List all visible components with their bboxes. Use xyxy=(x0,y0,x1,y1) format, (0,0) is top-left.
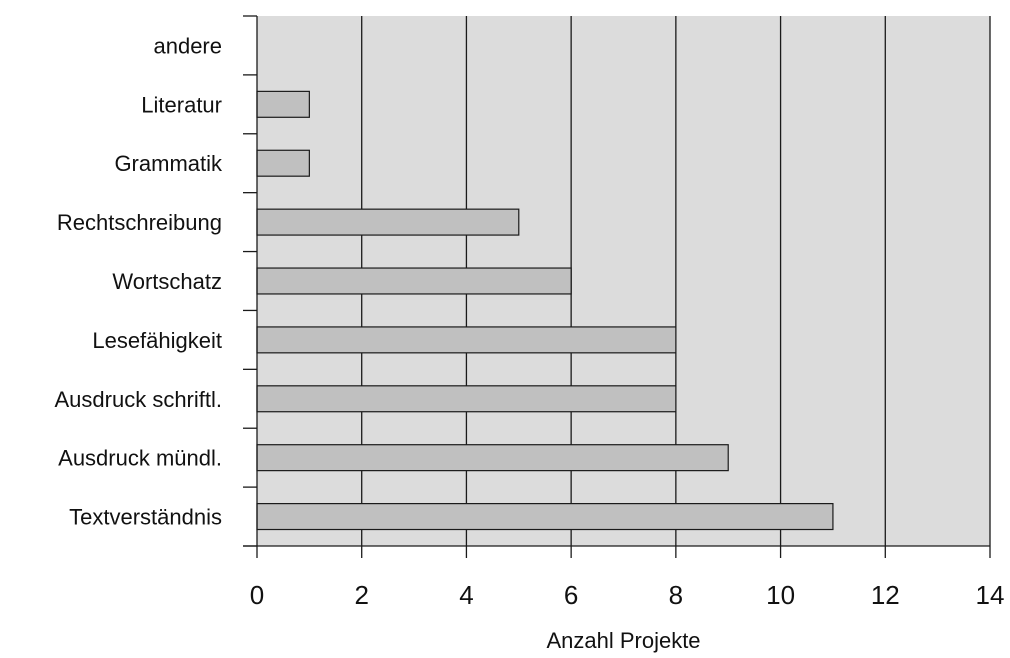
bar-6 xyxy=(256,385,677,413)
bar-8 xyxy=(256,503,834,531)
x-tick-label-4: 4 xyxy=(459,580,473,610)
bars xyxy=(256,90,834,531)
x-tick-label-2: 2 xyxy=(354,580,368,610)
category-label-6: Ausdruck schriftl. xyxy=(55,387,223,412)
bar-7 xyxy=(256,444,729,472)
x-tick-label-12: 12 xyxy=(871,580,900,610)
category-label-4: Wortschatz xyxy=(112,269,222,294)
bar-4 xyxy=(256,267,572,295)
bar-5 xyxy=(256,326,677,354)
category-label-1: Literatur xyxy=(141,92,222,117)
bar-1 xyxy=(256,90,310,118)
x-tick-label-0: 0 xyxy=(250,580,264,610)
category-label-2: Grammatik xyxy=(114,151,223,176)
category-label-0: andere xyxy=(153,33,222,58)
x-tick-label-8: 8 xyxy=(669,580,683,610)
x-tick-label-14: 14 xyxy=(976,580,1005,610)
category-label-7: Ausdruck mündl. xyxy=(58,446,222,471)
x-tick-label-6: 6 xyxy=(564,580,578,610)
category-label-3: Rechtschreibung xyxy=(57,210,222,235)
category-label-8: Textverständnis xyxy=(69,505,222,530)
bar-3 xyxy=(256,208,520,236)
axes xyxy=(243,15,991,558)
x-axis-title: Anzahl Projekte xyxy=(546,628,700,653)
bar-2 xyxy=(256,149,310,177)
category-label-5: Lesefähigkeit xyxy=(92,328,222,353)
x-tick-label-10: 10 xyxy=(766,580,795,610)
labels: andere Literatur Grammatik Rechtschreibung W… xyxy=(55,33,1005,610)
